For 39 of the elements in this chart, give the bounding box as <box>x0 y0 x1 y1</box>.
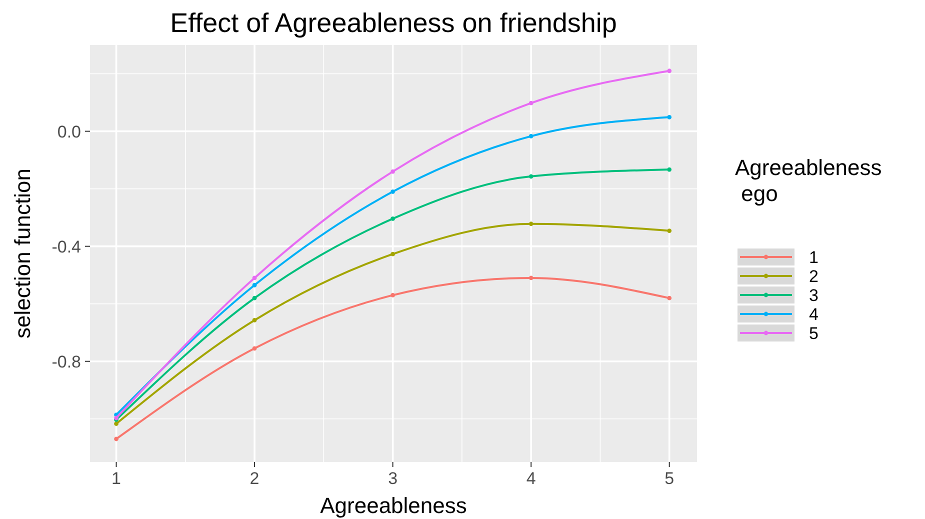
point <box>667 296 672 300</box>
legend-label: 1 <box>809 248 818 267</box>
x-tick-label: 2 <box>250 469 260 488</box>
legend-label: 3 <box>809 286 818 305</box>
point <box>390 252 396 256</box>
point <box>390 216 396 221</box>
x-tick-label: 5 <box>664 469 674 488</box>
point <box>667 68 672 74</box>
y-tick-label: 0.0 <box>57 122 81 142</box>
point <box>667 167 672 172</box>
legend-title: Agreeableness ego <box>735 155 882 206</box>
point <box>252 282 257 288</box>
point <box>252 276 257 280</box>
point <box>390 169 396 174</box>
legend-label: 5 <box>809 324 818 343</box>
point <box>528 100 534 106</box>
chart-title: Effect of Agreeableness on friendship <box>170 8 617 38</box>
x-tick-label: 1 <box>112 469 122 488</box>
y-axis-title: selection function <box>10 168 35 338</box>
point <box>667 228 672 233</box>
point <box>528 134 534 138</box>
point <box>390 189 396 194</box>
point <box>252 296 257 300</box>
point <box>114 436 118 442</box>
point <box>528 276 534 280</box>
legend-label: 2 <box>809 267 818 286</box>
legend-label: 4 <box>809 305 818 324</box>
point <box>528 222 534 226</box>
point <box>252 346 257 351</box>
point <box>390 293 396 298</box>
point <box>667 114 672 120</box>
point <box>252 318 257 322</box>
point <box>114 422 118 426</box>
point <box>528 174 534 179</box>
x-tick-label: 3 <box>388 469 398 488</box>
y-tick-label: -0.8 <box>52 352 81 372</box>
y-tick-label: -0.4 <box>52 237 81 256</box>
x-axis-title: Agreeableness <box>320 493 467 518</box>
x-tick-label: 4 <box>526 469 536 488</box>
